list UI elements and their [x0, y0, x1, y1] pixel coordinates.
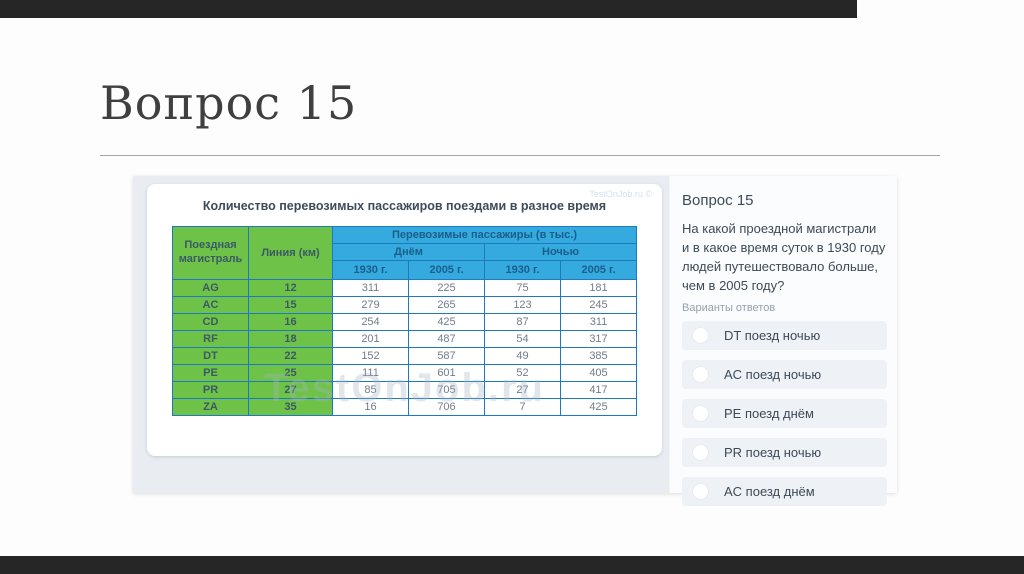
col-header-day: Днём	[332, 243, 485, 261]
cell-day-2005: 705	[408, 381, 485, 399]
answer-option[interactable]: DT поезд ночью	[682, 321, 887, 351]
cell-km: 15	[248, 296, 333, 314]
title-divider	[100, 155, 940, 156]
answer-option[interactable]: AC поезд ночью	[682, 360, 887, 390]
cell-magistral: RF	[172, 330, 249, 348]
table-row: PE 25 111 601 52 405	[172, 364, 637, 382]
answer-option-label: AC поезд днём	[724, 484, 815, 500]
table-row: AG 12 311 225 75 181	[172, 279, 637, 297]
cell-km: 18	[248, 330, 333, 348]
cell-night-2005: 317	[560, 330, 637, 348]
table-row: DT 22 152 587 49 385	[172, 347, 637, 365]
table-row: AC 15 279 265 123 245	[172, 296, 637, 314]
cell-night-1930: 49	[484, 347, 561, 365]
cell-day-1930: 201	[332, 330, 409, 348]
question-title: Вопрос 15	[682, 192, 754, 209]
radio-icon[interactable]	[692, 483, 709, 501]
radio-icon[interactable]	[692, 327, 709, 345]
cell-night-1930: 52	[484, 364, 561, 382]
cell-night-1930: 75	[484, 279, 561, 297]
cell-night-2005: 181	[560, 279, 637, 297]
cell-day-1930: 254	[332, 313, 409, 331]
col-header-passengers: Перевозимые пассажиры (в тыс.)	[332, 226, 637, 244]
col-header-1930-night: 1930 г.	[484, 260, 561, 280]
cell-night-2005: 425	[560, 398, 637, 416]
cell-day-2005: 487	[408, 330, 485, 348]
cell-day-2005: 265	[408, 296, 485, 314]
cell-km: 22	[248, 347, 333, 365]
question-panel: Вопрос 15 На какой проездной магистрали …	[669, 176, 897, 507]
answer-option[interactable]: PE поезд днём	[682, 399, 887, 429]
radio-icon[interactable]	[692, 405, 709, 423]
col-header-magistral: Поездная магистраль	[172, 226, 249, 280]
cell-night-2005: 311	[560, 313, 637, 331]
cell-km: 16	[248, 313, 333, 331]
cell-night-1930: 87	[484, 313, 561, 331]
watermark-corner: TestOnJob.ru ©	[589, 189, 652, 199]
cell-magistral: CD	[172, 313, 249, 331]
top-bar	[0, 0, 857, 18]
table-row: CD 16 254 425 87 311	[172, 313, 637, 331]
col-header-line-km: Линия (км)	[248, 226, 333, 280]
answer-option-label: PE поезд днём	[724, 406, 814, 422]
cell-day-1930: 152	[332, 347, 409, 365]
cell-night-2005: 245	[560, 296, 637, 314]
col-header-night: Ночью	[484, 243, 637, 261]
cell-km: 12	[248, 279, 333, 297]
cell-day-1930: 85	[332, 381, 409, 399]
cell-magistral: AG	[172, 279, 249, 297]
answer-option[interactable]: AC поезд днём	[682, 477, 887, 507]
answer-option[interactable]: PR поезд ночью	[682, 438, 887, 468]
cell-km: 27	[248, 381, 333, 399]
bottom-bar	[0, 556, 1024, 574]
cell-day-2005: 425	[408, 313, 485, 331]
radio-icon[interactable]	[692, 366, 709, 384]
table-row: ZA 35 16 706 7 425	[172, 398, 637, 416]
table-card: TestOnJob.ru © Количество перевозимых па…	[147, 184, 662, 456]
cell-night-2005: 417	[560, 381, 637, 399]
cell-day-1930: 111	[332, 364, 409, 382]
quiz-screenshot: TestOnJob.ru © Количество перевозимых па…	[133, 176, 897, 507]
cell-night-2005: 385	[560, 347, 637, 365]
cell-km: 25	[248, 364, 333, 382]
cell-day-2005: 225	[408, 279, 485, 297]
cell-magistral: AC	[172, 296, 249, 314]
table-title: Количество перевозимых пассажиров поезда…	[202, 199, 607, 213]
cell-night-1930: 54	[484, 330, 561, 348]
cell-magistral: ZA	[172, 398, 249, 416]
cell-day-1930: 279	[332, 296, 409, 314]
table-row: PR 27 85 705 27 417	[172, 381, 637, 399]
cell-day-2005: 601	[408, 364, 485, 382]
radio-icon[interactable]	[692, 444, 709, 462]
cell-day-2005: 587	[408, 347, 485, 365]
cell-day-1930: 16	[332, 398, 409, 416]
answer-option-label: PR поезд ночью	[724, 445, 822, 461]
answer-option-label: DT поезд ночью	[724, 328, 821, 344]
col-header-2005-night: 2005 г.	[560, 260, 637, 280]
cell-magistral: PE	[172, 364, 249, 382]
table-panel: TestOnJob.ru © Количество перевозимых па…	[133, 176, 669, 493]
cell-magistral: DT	[172, 347, 249, 365]
col-header-2005-day: 2005 г.	[408, 260, 485, 280]
cell-night-1930: 7	[484, 398, 561, 416]
options-label: Варианты ответов	[682, 302, 776, 315]
question-text: На какой проездной магистрали и в какое …	[682, 221, 886, 293]
cell-night-2005: 405	[560, 364, 637, 382]
cell-magistral: PR	[172, 381, 249, 399]
cell-night-1930: 123	[484, 296, 561, 314]
answer-option-label: AC поезд ночью	[724, 367, 822, 383]
cell-night-1930: 27	[484, 381, 561, 399]
passengers-table: Поездная магистраль Линия (км) Перевозим…	[172, 226, 637, 416]
table-row: RF 18 201 487 54 317	[172, 330, 637, 348]
col-header-1930-day: 1930 г.	[332, 260, 409, 280]
cell-day-1930: 311	[332, 279, 409, 297]
slide-title: Вопрос 15	[100, 76, 358, 130]
cell-day-2005: 706	[408, 398, 485, 416]
cell-km: 35	[248, 398, 333, 416]
